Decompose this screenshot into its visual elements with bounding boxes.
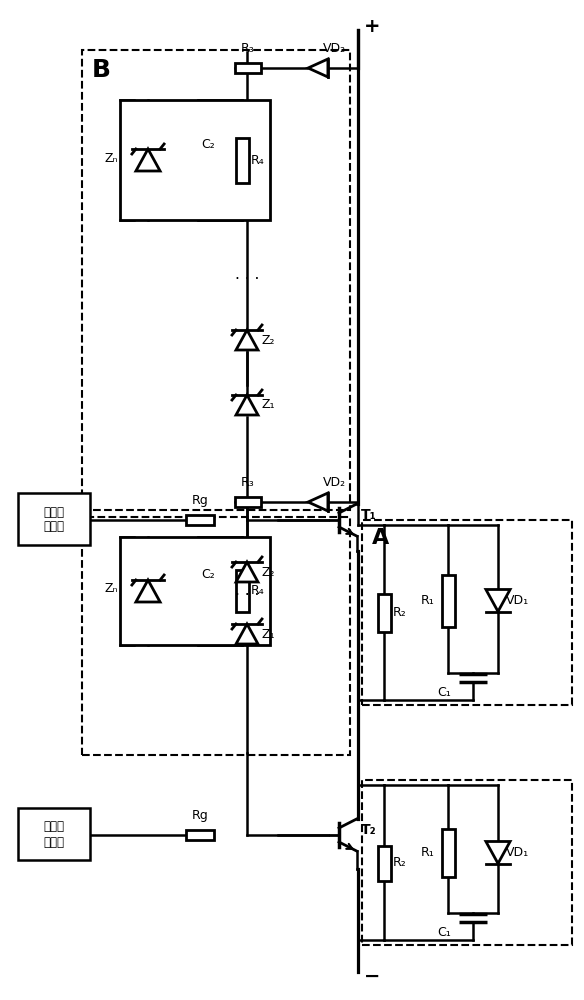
Text: A: A	[372, 528, 390, 548]
Text: · · ·: · · ·	[235, 272, 259, 288]
Bar	[442, 828, 454, 876]
Polygon shape	[308, 59, 328, 77]
Text: B: B	[92, 58, 111, 82]
Text: R₃: R₃	[241, 476, 255, 489]
Text: R₁: R₁	[420, 846, 434, 859]
Text: C₁: C₁	[437, 686, 451, 698]
Bar	[442, 574, 454, 626]
Bar	[377, 846, 391, 880]
Bar	[120, 537, 270, 645]
Polygon shape	[136, 580, 160, 602]
Bar	[362, 520, 572, 705]
Text: C₂: C₂	[201, 568, 215, 582]
Text: Zₙ: Zₙ	[105, 151, 118, 164]
Text: · · ·: · · ·	[235, 588, 259, 603]
Text: R₂: R₂	[393, 606, 406, 619]
Bar	[18, 808, 90, 860]
Polygon shape	[236, 395, 258, 415]
Text: 栅极驱: 栅极驱	[43, 506, 64, 518]
Text: Z₁: Z₁	[262, 398, 276, 412]
Bar	[362, 780, 572, 945]
Bar	[235, 137, 249, 182]
Polygon shape	[236, 330, 258, 350]
Text: Zₙ: Zₙ	[105, 582, 118, 595]
Text: +: +	[364, 16, 381, 35]
Bar	[18, 493, 90, 545]
Text: 动电路: 动电路	[43, 520, 64, 534]
Text: Rg: Rg	[192, 494, 208, 507]
Text: R₄: R₄	[251, 584, 265, 597]
Text: Rg: Rg	[192, 809, 208, 822]
Polygon shape	[308, 493, 328, 511]
Bar	[235, 63, 261, 73]
Text: Z₂: Z₂	[262, 566, 276, 578]
Bar	[235, 570, 249, 612]
Polygon shape	[136, 149, 160, 171]
Bar	[82, 50, 350, 510]
Text: 动电路: 动电路	[43, 836, 64, 848]
Text: VD₁: VD₁	[506, 594, 529, 607]
Bar	[186, 830, 214, 840]
Text: Z₁: Z₁	[262, 628, 276, 641]
Bar	[120, 100, 270, 220]
Bar	[82, 517, 350, 755]
Text: T₁: T₁	[361, 508, 377, 522]
Text: R₂: R₂	[393, 856, 406, 869]
Text: C₂: C₂	[201, 137, 215, 150]
Polygon shape	[486, 589, 510, 611]
Bar	[186, 515, 214, 525]
Text: VD₁: VD₁	[506, 846, 529, 859]
Text: 栅极驱: 栅极驱	[43, 820, 64, 834]
Bar	[377, 594, 391, 632]
Text: Z₂: Z₂	[262, 334, 276, 347]
Text: R₃: R₃	[241, 42, 255, 55]
Polygon shape	[236, 624, 258, 644]
Polygon shape	[486, 842, 510, 863]
Text: T₂: T₂	[361, 823, 377, 837]
Text: VD₂: VD₂	[323, 476, 346, 489]
Text: VD₂: VD₂	[323, 42, 346, 55]
Polygon shape	[236, 562, 258, 582]
Text: −: −	[364, 966, 380, 986]
Bar	[235, 497, 261, 507]
Text: R₁: R₁	[420, 594, 434, 607]
Text: R₄: R₄	[251, 153, 265, 166]
Text: C₁: C₁	[437, 926, 451, 938]
